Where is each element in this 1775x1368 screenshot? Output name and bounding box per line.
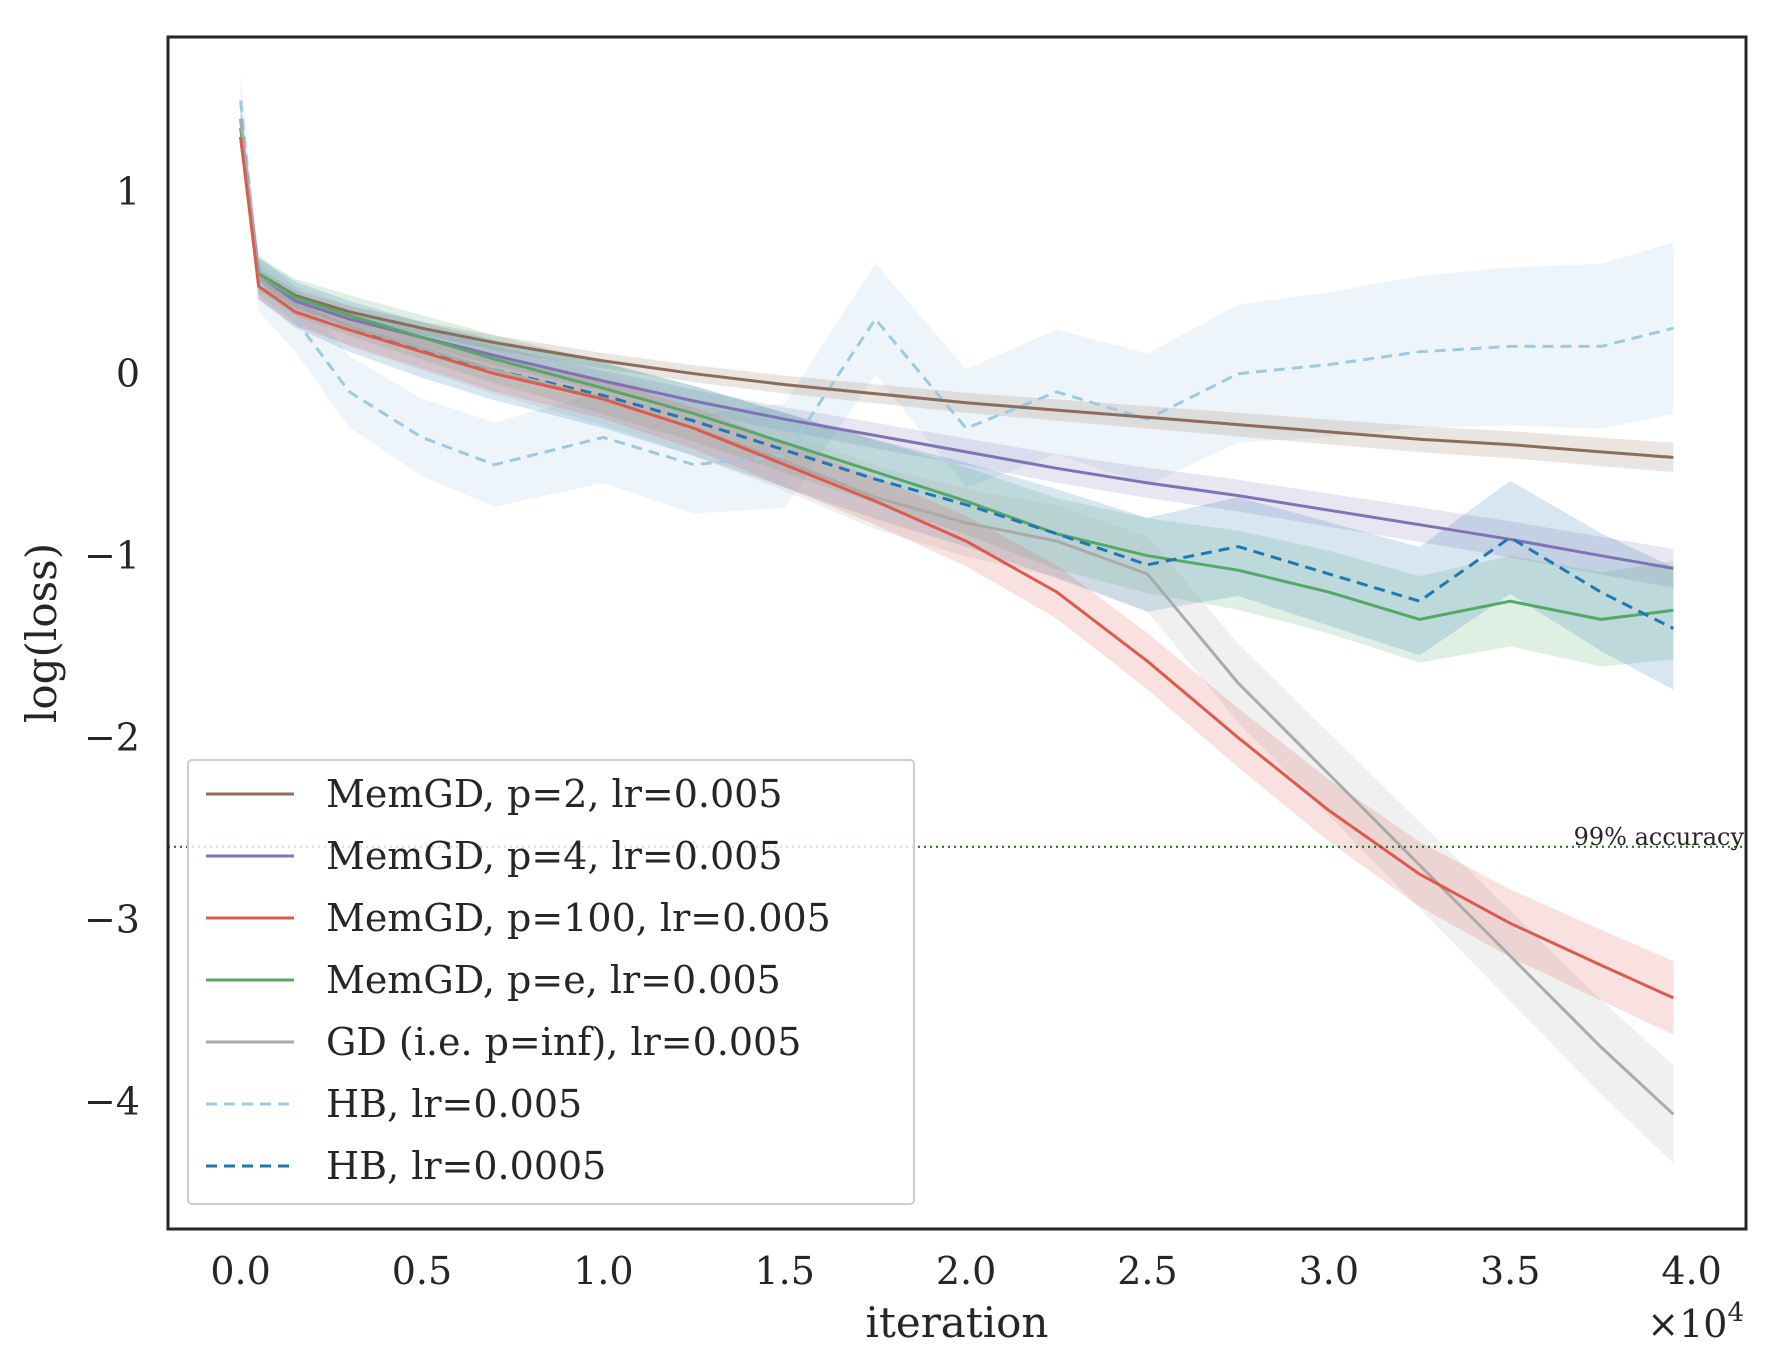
band-memgd-p-2-lr-0-005	[240, 132, 1674, 473]
x-tick-label: 1.5	[754, 1249, 814, 1293]
x-tick-label: 0.5	[392, 1249, 452, 1293]
x-tick-label: 3.0	[1299, 1249, 1359, 1293]
series-line-memgd-p-2-lr-0-005	[239, 136, 1674, 459]
confidence-bands	[240, 75, 1674, 1164]
band-memgd-p-e-lr-0-005	[240, 113, 1674, 667]
x-axis-label: iteration	[866, 1298, 1049, 1347]
series-line-memgd-p-100-lr-0-005	[239, 136, 1675, 1000]
x-tick-label: 4.0	[1661, 1249, 1721, 1293]
x-tick-label: 2.0	[936, 1249, 996, 1293]
y-tick-label: −1	[84, 534, 140, 578]
x-tick-label: 1.0	[573, 1249, 633, 1293]
x-scale-exponent: 4	[1727, 1298, 1744, 1328]
series-line-memgd-p-e-lr-0-005	[239, 127, 1674, 621]
y-tick-label: −2	[84, 716, 140, 760]
x-tick-label: 0.0	[210, 1249, 270, 1293]
legend: MemGD, p=2, lr=0.005 MemGD, p=4, lr=0.005…	[187, 759, 915, 1205]
y-tick-label: 0	[116, 352, 140, 396]
y-axis-label: log(loss)	[17, 543, 66, 723]
x-scale-base: ×10	[1647, 1302, 1727, 1346]
y-axis-ticks: 1 0 −1 −2 −3 −4	[84, 170, 140, 1124]
series-line-hb-lr-0-0005	[239, 118, 1675, 630]
series-line-memgd-p-4-lr-0-005	[239, 136, 1674, 570]
band-hb-lr-0-005	[240, 75, 1674, 514]
x-axis-ticks: 0.0 0.5 1.0 1.5 2.0 2.5 3.0 3.5 4.0	[210, 1249, 1721, 1293]
series-lines	[239, 100, 1675, 1116]
accuracy-label: 99% accuracy	[1574, 823, 1745, 851]
y-tick-label: −4	[84, 1080, 140, 1124]
band-hb-lr-0-0005	[240, 100, 1674, 690]
legend-label: MemGD, p=2, lr=0.005	[326, 772, 783, 816]
band-memgd-p-100-lr-0-005	[240, 126, 1674, 1035]
y-tick-label: −3	[84, 898, 140, 942]
accuracy-threshold: 99% accuracy	[168, 823, 1746, 851]
legend-box	[187, 759, 915, 1205]
legend-label: MemGD, p=e, lr=0.005	[326, 958, 781, 1002]
plot-frame	[166, 35, 1748, 1231]
legend-label: HB, lr=0.0005	[326, 1144, 606, 1188]
legend-label: GD (i.e. p=inf), lr=0.005	[326, 1020, 801, 1064]
legend-label: MemGD, p=4, lr=0.005	[326, 834, 783, 878]
x-tick-label: 3.5	[1480, 1249, 1540, 1293]
y-tick-label: 1	[116, 170, 140, 214]
x-axis-scale-factor: ×104	[1647, 1298, 1744, 1346]
legend-label: HB, lr=0.005	[326, 1082, 582, 1126]
x-tick-label: 2.5	[1117, 1249, 1177, 1293]
series-line-gd-i-e-p-inf-lr-0-005	[239, 118, 1675, 1116]
legend-label: MemGD, p=100, lr=0.005	[326, 896, 831, 940]
series-line-hb-lr-0-005	[239, 100, 1674, 467]
